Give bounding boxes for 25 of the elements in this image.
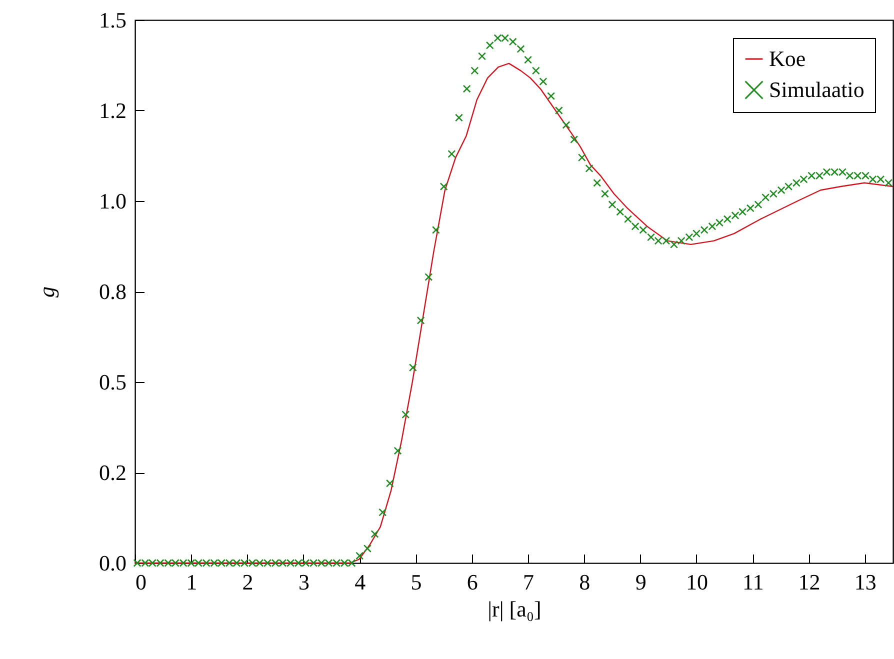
x-tick-label: 11 — [742, 570, 764, 594]
x-tick-label: 4 — [354, 570, 366, 594]
x-tick-label: 12 — [798, 570, 820, 594]
y-tick-label: 0.5 — [99, 370, 126, 394]
x-axis-title: |r| [a₀] — [488, 596, 542, 622]
y-tick-label: 1.5 — [99, 8, 126, 32]
x-tick-label: 2 — [242, 570, 254, 594]
legend-label: Koe — [769, 46, 806, 71]
y-tick-label: 1.2 — [99, 98, 126, 123]
y-tick-label: 0.8 — [99, 279, 126, 304]
x-tick-label: 7 — [523, 570, 534, 594]
x-tick-label: 0 — [136, 570, 146, 594]
x-tick-label: 10 — [686, 570, 708, 594]
x-tick-label: 6 — [466, 570, 478, 594]
x-tick-label: 1 — [186, 570, 198, 594]
x-tick-label: 13 — [854, 570, 876, 594]
y-tick-label: 0.2 — [99, 460, 126, 485]
y-tick-label: 1.0 — [99, 188, 126, 214]
x-tick-label: 9 — [635, 570, 646, 594]
x-tick-label: 5 — [410, 570, 422, 594]
x-tick-label: 3 — [298, 570, 310, 594]
legend-label: Simulaatio — [769, 77, 864, 102]
y-axis-title: g — [34, 286, 59, 298]
y-tick-label: 0.0 — [99, 550, 126, 576]
x-tick-label: 8 — [579, 570, 590, 594]
